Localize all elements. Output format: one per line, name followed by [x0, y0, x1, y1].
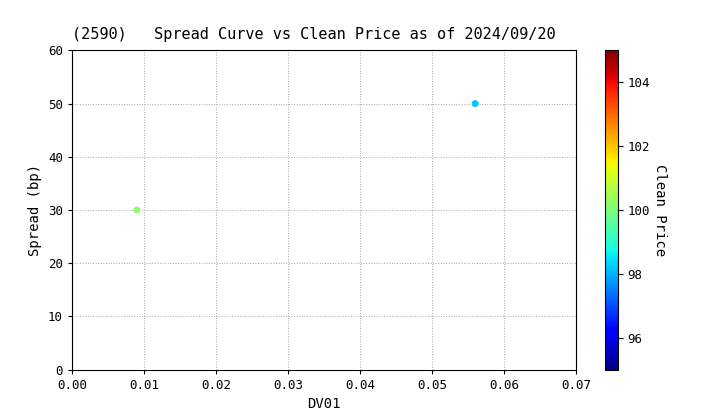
Y-axis label: Spread (bp): Spread (bp) [28, 164, 42, 256]
Text: (2590)   Spread Curve vs Clean Price as of 2024/09/20: (2590) Spread Curve vs Clean Price as of… [72, 27, 556, 42]
Point [469, 100, 481, 107]
X-axis label: DV01: DV01 [307, 397, 341, 411]
Y-axis label: Clean Price: Clean Price [652, 164, 667, 256]
Point [131, 207, 143, 213]
